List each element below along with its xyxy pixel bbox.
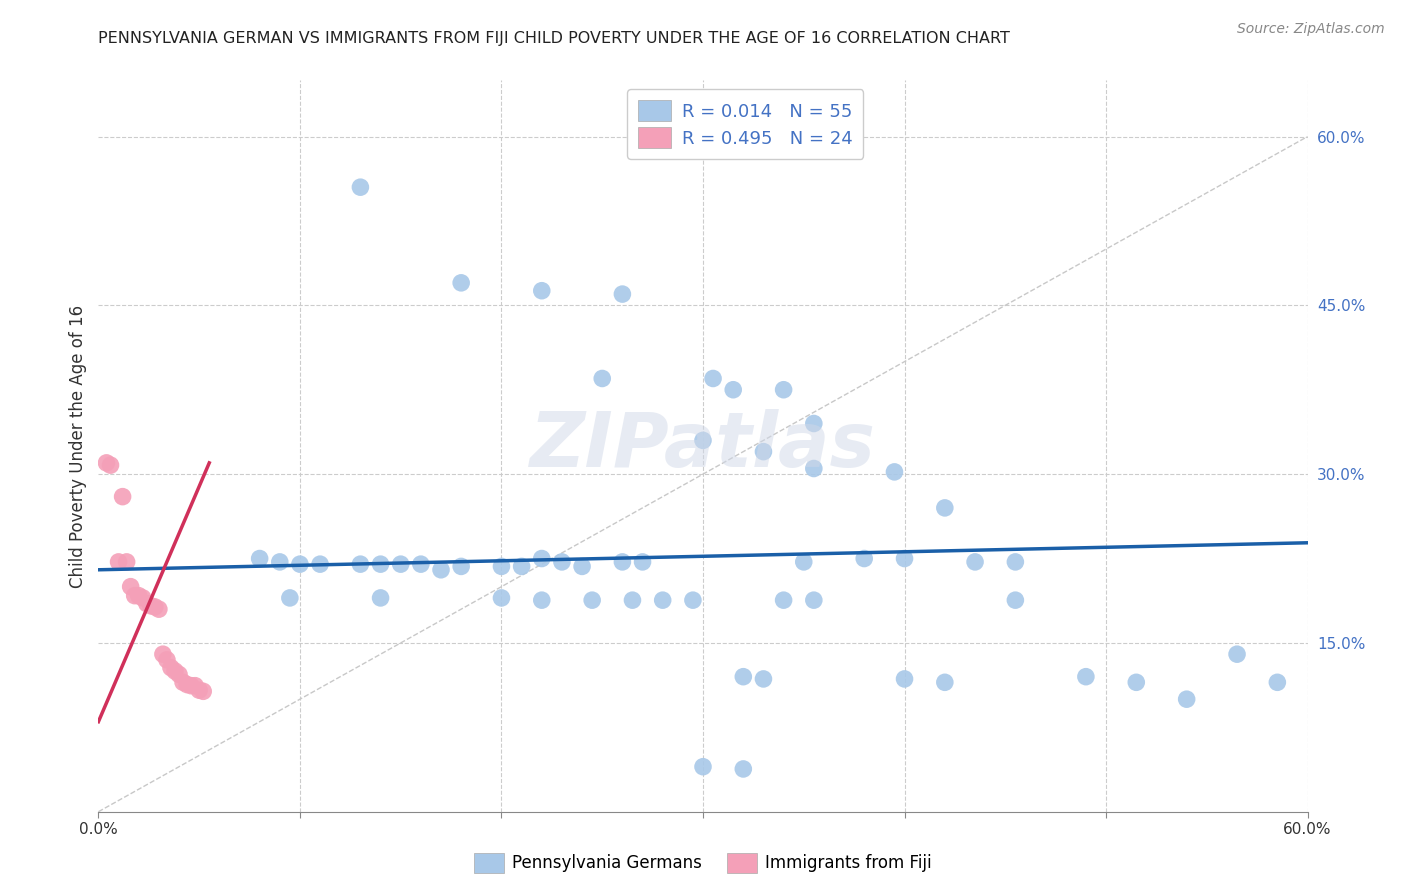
- Point: [288, 557, 311, 571]
- Point: [278, 591, 301, 605]
- Point: [111, 490, 134, 504]
- Point: [409, 557, 432, 571]
- Point: [180, 679, 202, 693]
- Point: [1004, 593, 1026, 607]
- Point: [934, 675, 956, 690]
- Point: [139, 599, 162, 613]
- Point: [581, 593, 603, 607]
- Point: [450, 276, 472, 290]
- Point: [148, 602, 170, 616]
- Point: [156, 653, 179, 667]
- Point: [491, 559, 513, 574]
- Point: [1226, 647, 1249, 661]
- Point: [1175, 692, 1198, 706]
- Point: [965, 555, 987, 569]
- Point: [702, 371, 724, 385]
- Point: [510, 559, 533, 574]
- Point: [631, 555, 654, 569]
- Point: [135, 597, 157, 611]
- Point: [803, 417, 825, 431]
- Point: [188, 683, 211, 698]
- Point: [530, 551, 553, 566]
- Point: [184, 679, 207, 693]
- Point: [349, 180, 371, 194]
- Point: [115, 555, 138, 569]
- Point: [96, 456, 118, 470]
- Point: [1004, 555, 1026, 569]
- Text: PENNSYLVANIA GERMAN VS IMMIGRANTS FROM FIJI CHILD POVERTY UNDER THE AGE OF 16 CO: PENNSYLVANIA GERMAN VS IMMIGRANTS FROM F…: [98, 31, 1011, 46]
- Point: [370, 591, 392, 605]
- Point: [120, 580, 142, 594]
- Point: [893, 672, 915, 686]
- Point: [591, 371, 613, 385]
- Point: [132, 591, 155, 605]
- Point: [803, 461, 825, 475]
- Point: [176, 677, 198, 691]
- Point: [1125, 675, 1147, 690]
- Point: [1074, 670, 1097, 684]
- Point: [107, 555, 129, 569]
- Point: [893, 551, 915, 566]
- Point: [349, 557, 371, 571]
- Point: [551, 555, 574, 569]
- Legend: R = 0.014   N = 55, R = 0.495   N = 24: R = 0.014 N = 55, R = 0.495 N = 24: [627, 89, 863, 159]
- Point: [309, 557, 332, 571]
- Point: [172, 675, 194, 690]
- Point: [163, 664, 186, 678]
- Legend: Pennsylvania Germans, Immigrants from Fiji: Pennsylvania Germans, Immigrants from Fi…: [467, 847, 939, 880]
- Point: [934, 500, 956, 515]
- Point: [733, 670, 755, 684]
- Point: [621, 593, 644, 607]
- Point: [883, 465, 905, 479]
- Point: [571, 559, 593, 574]
- Point: [530, 284, 553, 298]
- Point: [370, 557, 392, 571]
- Point: [1267, 675, 1289, 690]
- Point: [124, 589, 146, 603]
- Point: [793, 555, 815, 569]
- Point: [752, 672, 775, 686]
- Point: [491, 591, 513, 605]
- Text: Source: ZipAtlas.com: Source: ZipAtlas.com: [1237, 22, 1385, 37]
- Point: [450, 559, 472, 574]
- Point: [651, 593, 673, 607]
- Y-axis label: Child Poverty Under the Age of 16: Child Poverty Under the Age of 16: [69, 304, 87, 588]
- Point: [723, 383, 745, 397]
- Point: [128, 589, 150, 603]
- Point: [612, 287, 634, 301]
- Point: [269, 555, 291, 569]
- Point: [682, 593, 704, 607]
- Point: [430, 563, 453, 577]
- Point: [612, 555, 634, 569]
- Point: [530, 593, 553, 607]
- Point: [167, 667, 190, 681]
- Point: [160, 661, 183, 675]
- Point: [143, 599, 166, 614]
- Point: [193, 684, 215, 698]
- Point: [692, 434, 714, 448]
- Point: [249, 551, 271, 566]
- Point: [692, 760, 714, 774]
- Point: [733, 762, 755, 776]
- Point: [752, 444, 775, 458]
- Point: [389, 557, 412, 571]
- Point: [772, 593, 794, 607]
- Point: [772, 383, 794, 397]
- Point: [853, 551, 876, 566]
- Text: ZIPatlas: ZIPatlas: [530, 409, 876, 483]
- Point: [100, 458, 122, 472]
- Point: [152, 647, 174, 661]
- Point: [803, 593, 825, 607]
